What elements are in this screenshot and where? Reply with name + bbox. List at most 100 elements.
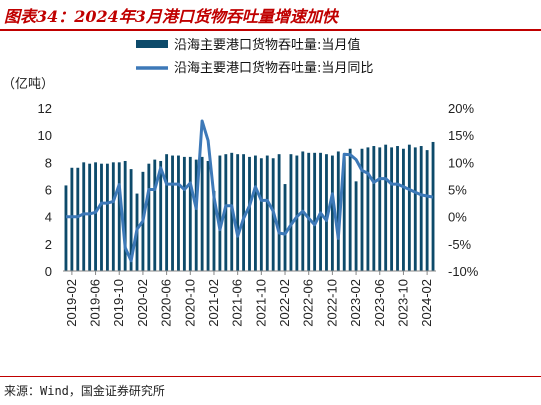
bar [307,152,311,271]
x-tick-label: 2021-02 [206,279,221,327]
x-tick-label: 2019-10 [111,279,126,327]
bar [200,156,204,271]
bar [342,156,346,271]
y-left-tick-label: 4 [45,210,52,225]
bar [283,184,287,271]
bar [206,160,210,271]
bar [105,163,109,271]
x-tick-label: 2020-10 [182,279,197,327]
y-right-tick-label: 0% [448,210,467,225]
y-left-tick-label: 0 [45,264,52,279]
bar [100,163,103,271]
bar [295,155,299,271]
x-tick-label: 2020-06 [159,279,174,327]
y-right-tick-label: 15% [448,128,474,143]
title-bar: 图表34：2024年3月港口货物吞吐量增速加快 [0,0,541,31]
x-tick-label: 2023-02 [348,279,363,327]
bar [224,154,228,271]
bar [129,169,133,271]
bar [378,147,382,271]
x-tick-label: 2021-06 [230,279,245,327]
bar [182,156,186,271]
bar [194,159,198,271]
source-rule [0,376,541,377]
legend: 沿海主要港口货物吞吐量:当月值 沿海主要港口货物吞吐量:当月同比 [136,37,373,76]
bar [218,155,222,271]
bar [111,162,115,271]
bar [82,162,86,271]
y-left-tick-label: 10 [38,128,52,143]
yoy-line [66,119,434,263]
bar [188,156,192,271]
y-right-tick-label: 20% [448,101,474,116]
x-tick-label: 2022-10 [324,279,339,327]
bar [360,148,364,271]
bar [366,147,370,271]
bar [165,154,169,271]
x-tick-label: 2019-06 [88,279,103,327]
bar [153,159,157,271]
bar [88,163,92,271]
bar [265,155,269,271]
title-underline [0,29,541,31]
y-right-tick-label: 5% [448,183,467,198]
bar [94,162,97,271]
bar [419,146,423,271]
x-tick-label: 2023-06 [372,279,387,327]
bar [289,154,293,271]
bar [336,151,340,271]
bar [242,154,246,271]
x-tick-label: 2023-10 [395,279,410,327]
bar [348,148,352,271]
bar [425,150,429,271]
bar [402,148,405,271]
x-tick-label: 2019-02 [64,279,79,327]
x-tick-label: 2022-06 [301,279,316,327]
bar [325,154,328,271]
y-right-tick-label: -10% [448,264,479,279]
legend-bar-label: 沿海主要港口货物吞吐量:当月值 [174,37,360,53]
bar [253,155,257,271]
y-left-tick-label: 8 [45,155,52,170]
bar [390,147,394,271]
bar [70,167,74,271]
bar [76,167,80,271]
bar [372,146,376,271]
bar [159,160,163,271]
plot-area: 0 2 4 6 8 10 12 -10% -5% 0% 5% 10% 15% 20% 2019-02 2019… [38,101,479,327]
x-tick-label: 2020-02 [135,279,150,327]
y-left-tick-label: 12 [38,101,52,116]
bar [123,160,127,271]
bar [431,141,435,271]
legend-bar-swatch [136,40,168,48]
bar [313,152,317,271]
x-tick-label: 2021-10 [253,279,268,327]
bar [396,146,399,271]
x-tick-label: 2022-02 [277,279,292,327]
y-right-tick-label: 10% [448,155,474,170]
y-left-tick-label: 2 [45,237,52,252]
bar [248,156,251,271]
bar [384,144,388,271]
source-note: 来源：Wind，国金证券研究所 [4,384,165,398]
y-right-tick-label: -5% [448,237,472,252]
chart-title: 图表34：2024年3月港口货物吞吐量增速加快 [4,7,338,26]
bar [236,154,240,271]
bar [277,154,281,271]
bar [330,155,334,271]
bar [212,190,216,271]
bar [413,147,417,271]
bar [177,155,180,271]
y-left-unit: （亿吨） [2,77,54,92]
x-tick-label: 2024-02 [419,279,434,327]
bar [407,144,411,271]
bar [64,185,68,271]
bar [147,163,151,271]
y-left-tick-label: 6 [45,183,52,198]
legend-line-label: 沿海主要港口货物吞吐量:当月同比 [174,60,373,76]
bar [117,162,121,271]
bar [171,155,174,271]
bar [354,181,358,271]
bar [259,158,263,271]
